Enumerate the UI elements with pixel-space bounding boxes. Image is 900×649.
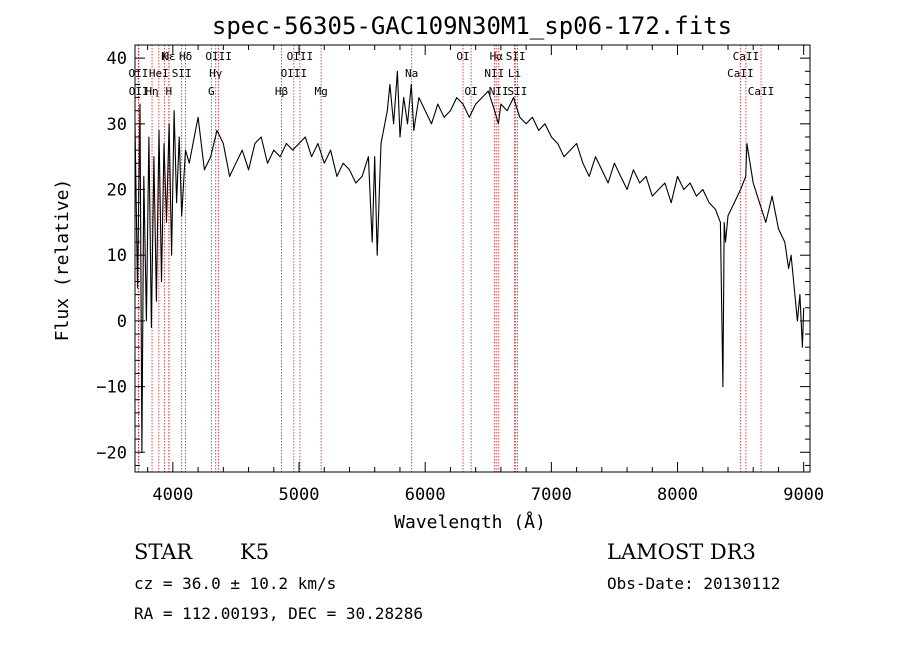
line-marker-label: Hδ — [179, 50, 192, 63]
plot-frame — [134, 44, 811, 473]
line-marker-label: Hβ — [275, 85, 289, 98]
line-marker-label: K — [161, 50, 168, 63]
x-axis-label: Wavelength (Å) — [394, 511, 546, 530]
line-marker-label: CaII — [727, 67, 754, 80]
x-tick-label: 7000 — [531, 485, 572, 505]
redshift-text: cz = 36.0 ± 10.2 km/s — [134, 574, 337, 593]
y-tick-label: −10 — [96, 378, 127, 398]
line-marker-label: Hη — [145, 85, 158, 98]
line-marker-label: NII — [489, 85, 509, 98]
y-axis-label: Flux (relative) — [52, 179, 73, 342]
y-tick-label: 10 — [107, 246, 127, 266]
survey-name: LAMOST DR3 — [607, 540, 756, 564]
y-tick-label: 30 — [107, 115, 127, 135]
line-marker-label: CaII — [733, 50, 760, 63]
y-tick-label: −20 — [96, 443, 127, 463]
x-tick-label: 5000 — [279, 485, 320, 505]
y-tick-label: 0 — [117, 312, 127, 332]
line-marker-label: Hα — [490, 50, 504, 63]
line-marker-label: CaII — [748, 85, 775, 98]
line-marker-label: Li — [508, 67, 521, 80]
axis-ticks — [135, 44, 810, 472]
x-tick-label: 4000 — [152, 485, 193, 505]
line-marker-label: HeI — [149, 67, 169, 80]
line-marker-label: OI — [464, 85, 477, 98]
line-marker-label: SII — [506, 50, 526, 63]
x-tick-label: 9000 — [783, 485, 824, 505]
chart-title: spec-56305-GAC109N30M1_sp06-172.fits — [212, 12, 732, 40]
line-marker-label: Hγ — [209, 67, 223, 80]
obs-date: Obs-Date: 20130112 — [607, 574, 781, 593]
line-marker-label: OI — [456, 50, 469, 63]
y-tick-label: 40 — [107, 49, 127, 69]
y-tick-label: 20 — [107, 181, 127, 201]
line-marker-label: Mg — [314, 85, 327, 98]
line-marker-label: SII — [507, 85, 527, 98]
line-marker-label: Na — [405, 67, 418, 80]
line-marker-label: NII — [484, 67, 504, 80]
tick-labels: 4000 5000 6000 7000 8000 9000 −20 −10 0 10 20 30 40 — [96, 49, 824, 505]
spectrum-line-group — [134, 70, 805, 453]
line-marker-label: OIII — [287, 50, 314, 63]
subclass: K5 — [240, 540, 270, 564]
coordinates-text: RA = 112.00193, DEC = 30.28286 — [134, 604, 423, 623]
line-marker-label: OII — [129, 85, 149, 98]
x-tick-label: 6000 — [405, 485, 446, 505]
line-marker-label: OIII — [205, 50, 232, 63]
x-tick-label: 8000 — [657, 485, 698, 505]
line-marker-label: OIII — [281, 67, 308, 80]
spectrum-line — [134, 70, 805, 453]
line-marker-label: G — [208, 85, 215, 98]
line-marker-label: SII — [172, 67, 192, 80]
object-class: STAR — [134, 540, 193, 564]
spectrum-chart: spec-56305-GAC109N30M1_sp06-172.fits HεK… — [52, 12, 824, 530]
line-marker-label: H — [166, 85, 173, 98]
